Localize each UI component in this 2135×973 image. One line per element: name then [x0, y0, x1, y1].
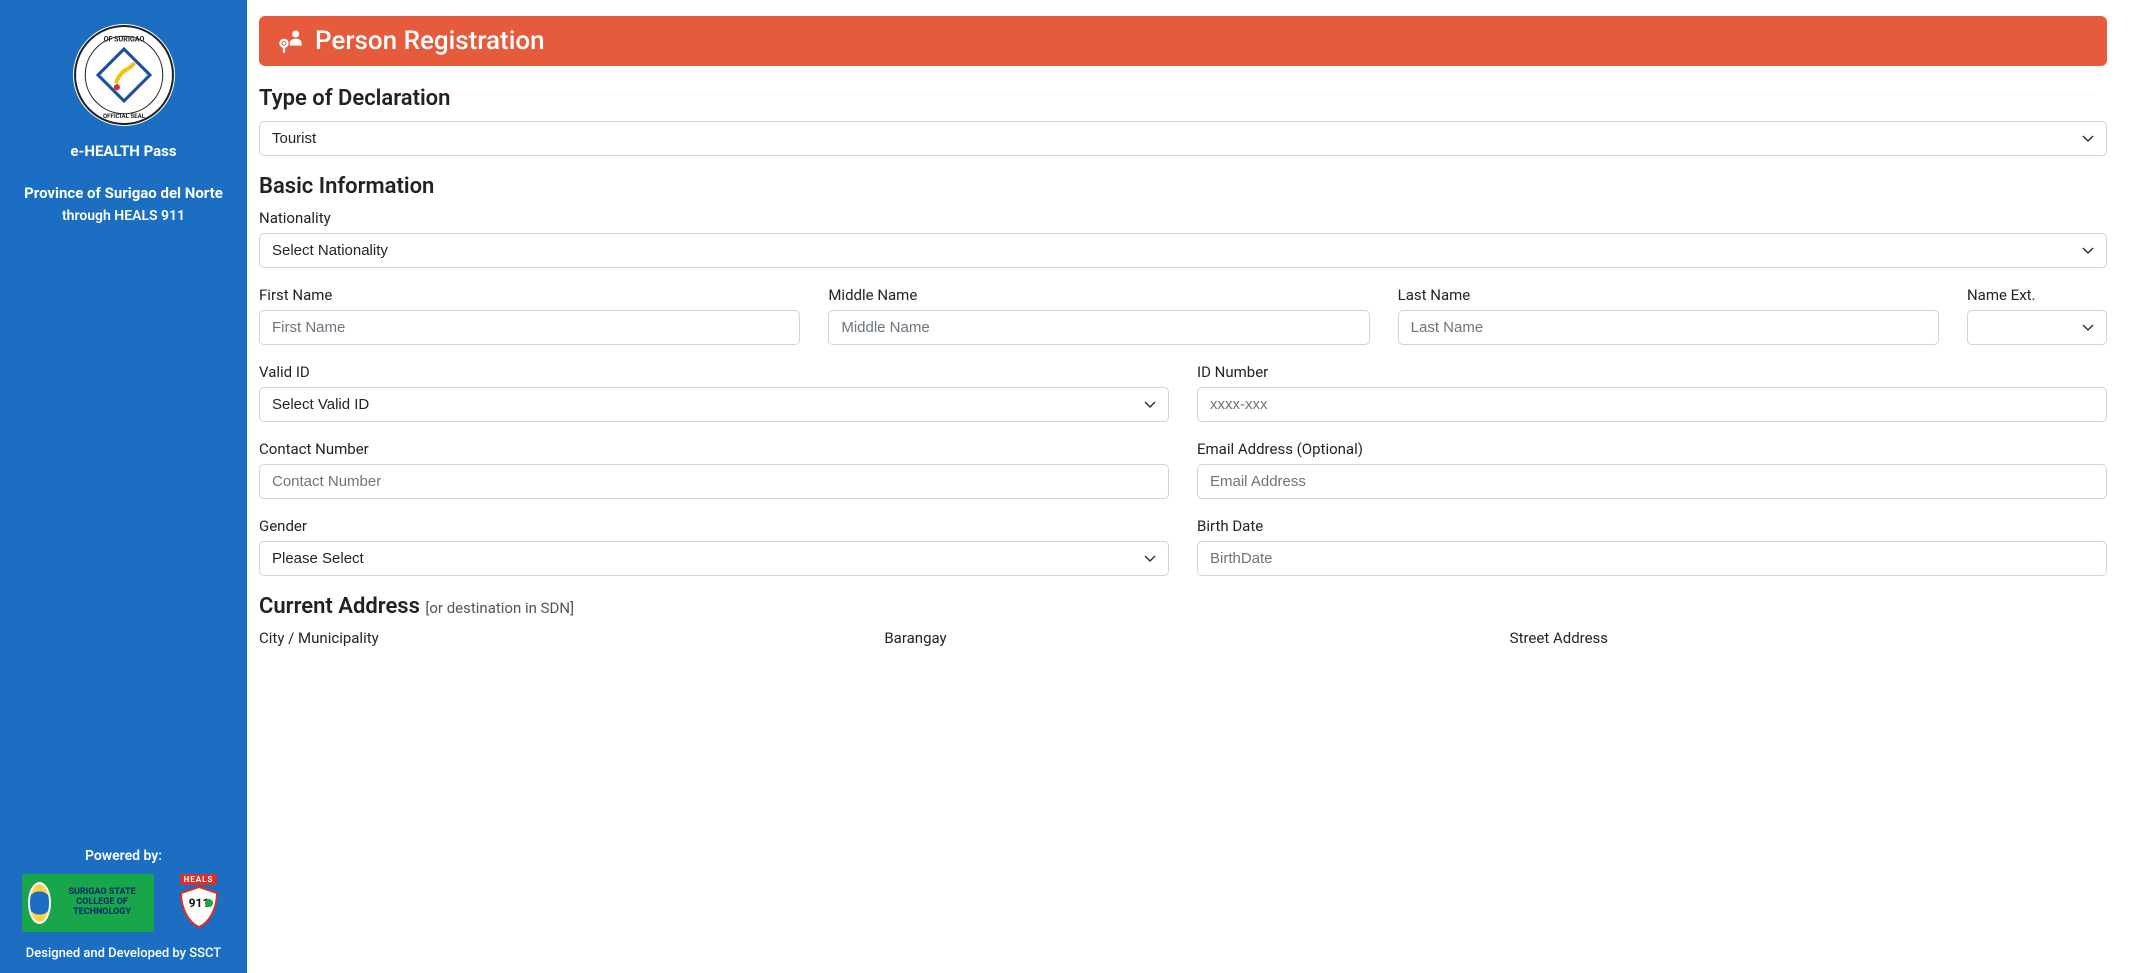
street-label: Street Address: [1510, 629, 2107, 647]
svg-text:OF SURIGAO: OF SURIGAO: [103, 34, 144, 43]
name-ext-select[interactable]: [1967, 310, 2107, 345]
province-line: Province of Surigao del Norte: [24, 184, 223, 202]
main-content: Person Registration Type of Declaration …: [247, 0, 2135, 973]
name-ext-label: Name Ext.: [1967, 286, 2107, 304]
nationality-label: Nationality: [259, 209, 2107, 227]
heals911-logo-icon: HEALS 911: [172, 874, 226, 932]
sidebar: OF SURIGAO OFFICIAL SEAL e-HEALTH Pass P…: [0, 0, 247, 973]
gender-label: Gender: [259, 517, 1169, 535]
id-number-label: ID Number: [1197, 363, 2107, 381]
declaration-select[interactable]: Tourist: [259, 121, 2107, 156]
valid-id-select[interactable]: Select Valid ID: [259, 387, 1169, 422]
email-label: Email Address (Optional): [1197, 440, 2107, 458]
contact-label: Contact Number: [259, 440, 1169, 458]
credit-line: Designed and Developed by SSCT: [26, 946, 221, 961]
valid-id-label: Valid ID: [259, 363, 1169, 381]
birthdate-input[interactable]: [1197, 541, 2107, 576]
middle-name-input[interactable]: [828, 310, 1369, 345]
section-basic: Basic Information: [259, 174, 2107, 199]
city-label: City / Municipality: [259, 629, 856, 647]
svg-text:OFFICIAL SEAL: OFFICIAL SEAL: [102, 113, 145, 120]
person-location-icon: [277, 27, 305, 55]
ssct-logo-icon: SURIGAO STATE COLLEGE OF TECHNOLOGY: [22, 874, 154, 932]
province-seal-icon: OF SURIGAO OFFICIAL SEAL: [73, 24, 175, 126]
first-name-input[interactable]: [259, 310, 800, 345]
barangay-label: Barangay: [884, 629, 1481, 647]
contact-input[interactable]: [259, 464, 1169, 499]
heals-line: through HEALS 911: [62, 208, 185, 224]
id-number-input[interactable]: [1197, 387, 2107, 422]
nationality-select[interactable]: Select Nationality: [259, 233, 2107, 268]
last-name-input[interactable]: [1398, 310, 1939, 345]
birthdate-label: Birth Date: [1197, 517, 2107, 535]
last-name-label: Last Name: [1398, 286, 1939, 304]
powered-by-label: Powered by:: [85, 848, 162, 864]
first-name-label: First Name: [259, 286, 800, 304]
app-name: e-HEALTH Pass: [70, 142, 176, 160]
middle-name-label: Middle Name: [828, 286, 1369, 304]
gender-select[interactable]: Please Select: [259, 541, 1169, 576]
sponsor-logos: SURIGAO STATE COLLEGE OF TECHNOLOGY HEAL…: [22, 874, 226, 932]
section-declaration: Type of Declaration: [259, 86, 2107, 111]
page-title: Person Registration: [315, 26, 545, 56]
section-address-sub: [or destination in SDN]: [425, 599, 574, 617]
email-input[interactable]: [1197, 464, 2107, 499]
section-address: Current Address [or destination in SDN]: [259, 594, 2107, 619]
page-header: Person Registration: [259, 16, 2107, 66]
